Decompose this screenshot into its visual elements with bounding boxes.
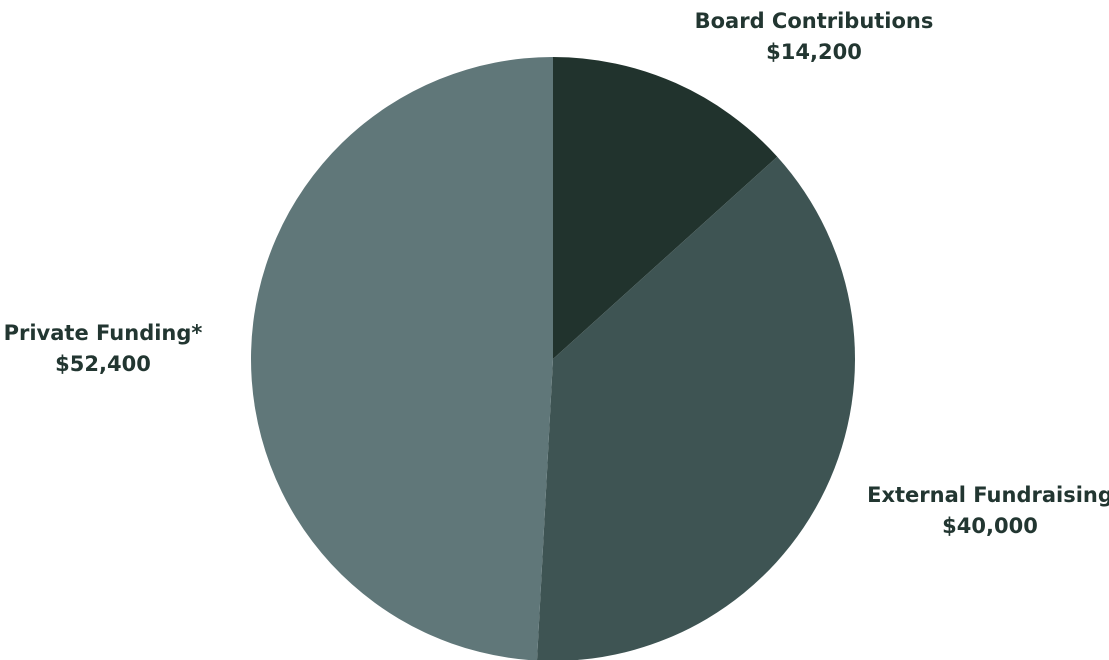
- slice-label-external-fundraising: External Fundraising $40,000: [867, 480, 1109, 542]
- slice-value-private-funding: $52,400: [55, 352, 151, 376]
- slice-value-external-fundraising: $40,000: [942, 514, 1038, 538]
- pie-slice-board-contributions: [553, 57, 778, 359]
- pie-slice-private-funding: [251, 57, 553, 660]
- slice-value-board-contributions: $14,200: [766, 40, 862, 64]
- pie-slice-external-fundraising: [537, 156, 855, 660]
- slice-label-private-funding: Private Funding* $52,400: [4, 318, 203, 380]
- slice-name-external-fundraising: External Fundraising: [867, 483, 1109, 507]
- slice-label-board-contributions: Board Contributions $14,200: [695, 6, 934, 68]
- slice-name-board-contributions: Board Contributions: [694, 9, 934, 33]
- slice-name-private-funding: Private Funding*: [3, 321, 203, 345]
